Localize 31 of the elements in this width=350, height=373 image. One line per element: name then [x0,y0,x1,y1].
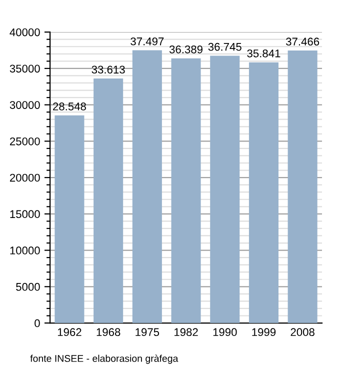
x-tick-label: 1975 [136,328,160,336]
data-label: 36.745 [208,42,242,51]
data-label: 37.466 [286,38,320,46]
x-tick-label: 1990 [213,328,237,336]
y-tick-label: 25000 [10,137,40,146]
x-tick-label: 1999 [252,328,276,336]
bar [288,50,318,324]
y-tick-label: 40000 [10,28,40,36]
bar [248,62,278,324]
source-note: fonte INSEE - elaborasion gràfega [30,354,178,364]
y-tick-label: 35000 [10,64,40,73]
data-label: 33.613 [92,66,125,74]
bar [171,58,201,324]
x-tick-label: 1982 [174,328,198,336]
bar [132,50,162,324]
y-tick-label: 5000 [16,282,40,291]
y-tick-label: 0 [34,319,40,328]
bar [94,78,124,324]
data-label: 36.389 [169,46,202,54]
bar [54,115,84,324]
data-label: 35.841 [247,49,280,58]
y-tick-label: 10000 [10,246,40,254]
data-label: 28.548 [53,102,86,110]
data-label: 37.497 [130,37,164,46]
y-tick-label: 15000 [10,210,40,218]
x-tick-label: 2008 [290,328,314,336]
y-tick-label: 20000 [10,174,40,182]
bar [210,56,240,324]
y-tick-label: 30000 [10,101,40,109]
x-tick-label: 1962 [58,328,82,336]
x-tick-label: 1968 [96,328,120,336]
